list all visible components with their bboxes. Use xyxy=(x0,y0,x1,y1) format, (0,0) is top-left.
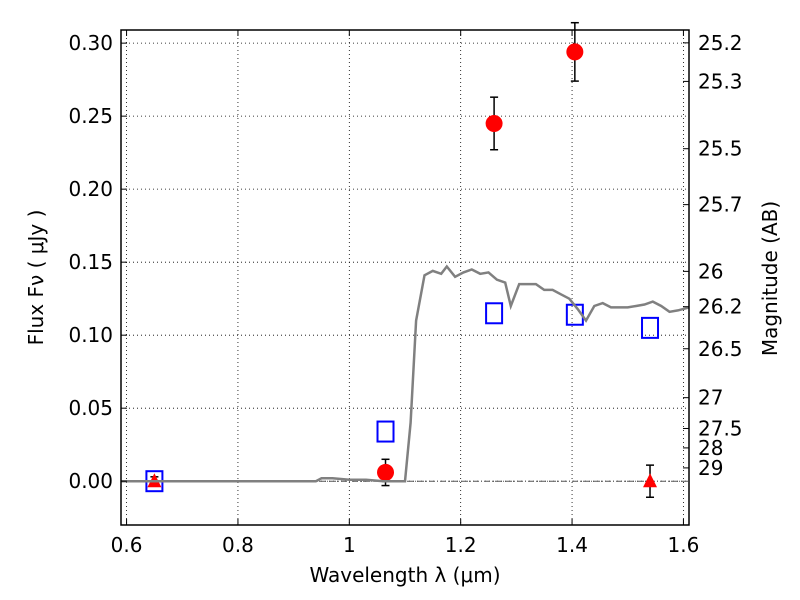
y-tick-label: 0.15 xyxy=(68,250,113,274)
right-tick-label: 25.7 xyxy=(698,193,743,217)
y-tick-label: 0.20 xyxy=(68,177,113,201)
x-tick-label: 1.4 xyxy=(556,533,588,557)
right-tick-label: 26.2 xyxy=(698,295,743,319)
model-photometry-box xyxy=(376,420,395,443)
right-tick-label: 27 xyxy=(698,386,723,410)
right-axis-title: Magnitude (AB) xyxy=(758,201,782,356)
y-tick-label: 0.25 xyxy=(68,104,113,128)
right-tick-label: 28 xyxy=(698,436,723,460)
x-tick-label: 0.8 xyxy=(222,533,254,557)
right-tick-label: 25.2 xyxy=(698,31,743,55)
x-tick-label: 1.2 xyxy=(445,533,477,557)
observed-point xyxy=(377,463,395,481)
right-tick-label: 26 xyxy=(698,259,723,283)
observed-point xyxy=(485,114,503,132)
y-tick-label: 0.10 xyxy=(68,323,113,347)
model-photometry-box xyxy=(641,316,660,339)
y-axis-title: Flux Fν ( μJy ) xyxy=(24,210,48,346)
right-tick-label: 29 xyxy=(698,456,723,480)
right-tick-label: 25.3 xyxy=(698,69,743,93)
upper-limit-marker xyxy=(643,473,658,488)
series-layer xyxy=(121,21,690,499)
right-tick-label: 27.5 xyxy=(698,416,743,440)
x-tick-label: 1.6 xyxy=(668,533,700,557)
y-tick-label: 0.00 xyxy=(68,469,113,493)
x-axis-title: Wavelength λ (μm) xyxy=(309,563,500,587)
observed-point xyxy=(566,43,584,61)
right-tick-label: 25.5 xyxy=(698,137,743,161)
ticks-layer: 0.6 0.8 1 1.2 1.4 1.6 0.00 0.05 0.10 0.15 0.20 0.25… xyxy=(68,30,743,557)
plot-frame xyxy=(120,29,690,526)
right-tick-label: 26.5 xyxy=(698,337,743,361)
y-tick-label: 0.05 xyxy=(68,396,113,420)
y-tick-label: 0.30 xyxy=(68,31,113,55)
model-photometry-box xyxy=(485,302,504,325)
x-tick-label: 0.6 xyxy=(111,533,143,557)
model-sed-line xyxy=(121,264,690,483)
grid-layer xyxy=(121,30,689,525)
x-tick-label: 1 xyxy=(343,533,356,557)
